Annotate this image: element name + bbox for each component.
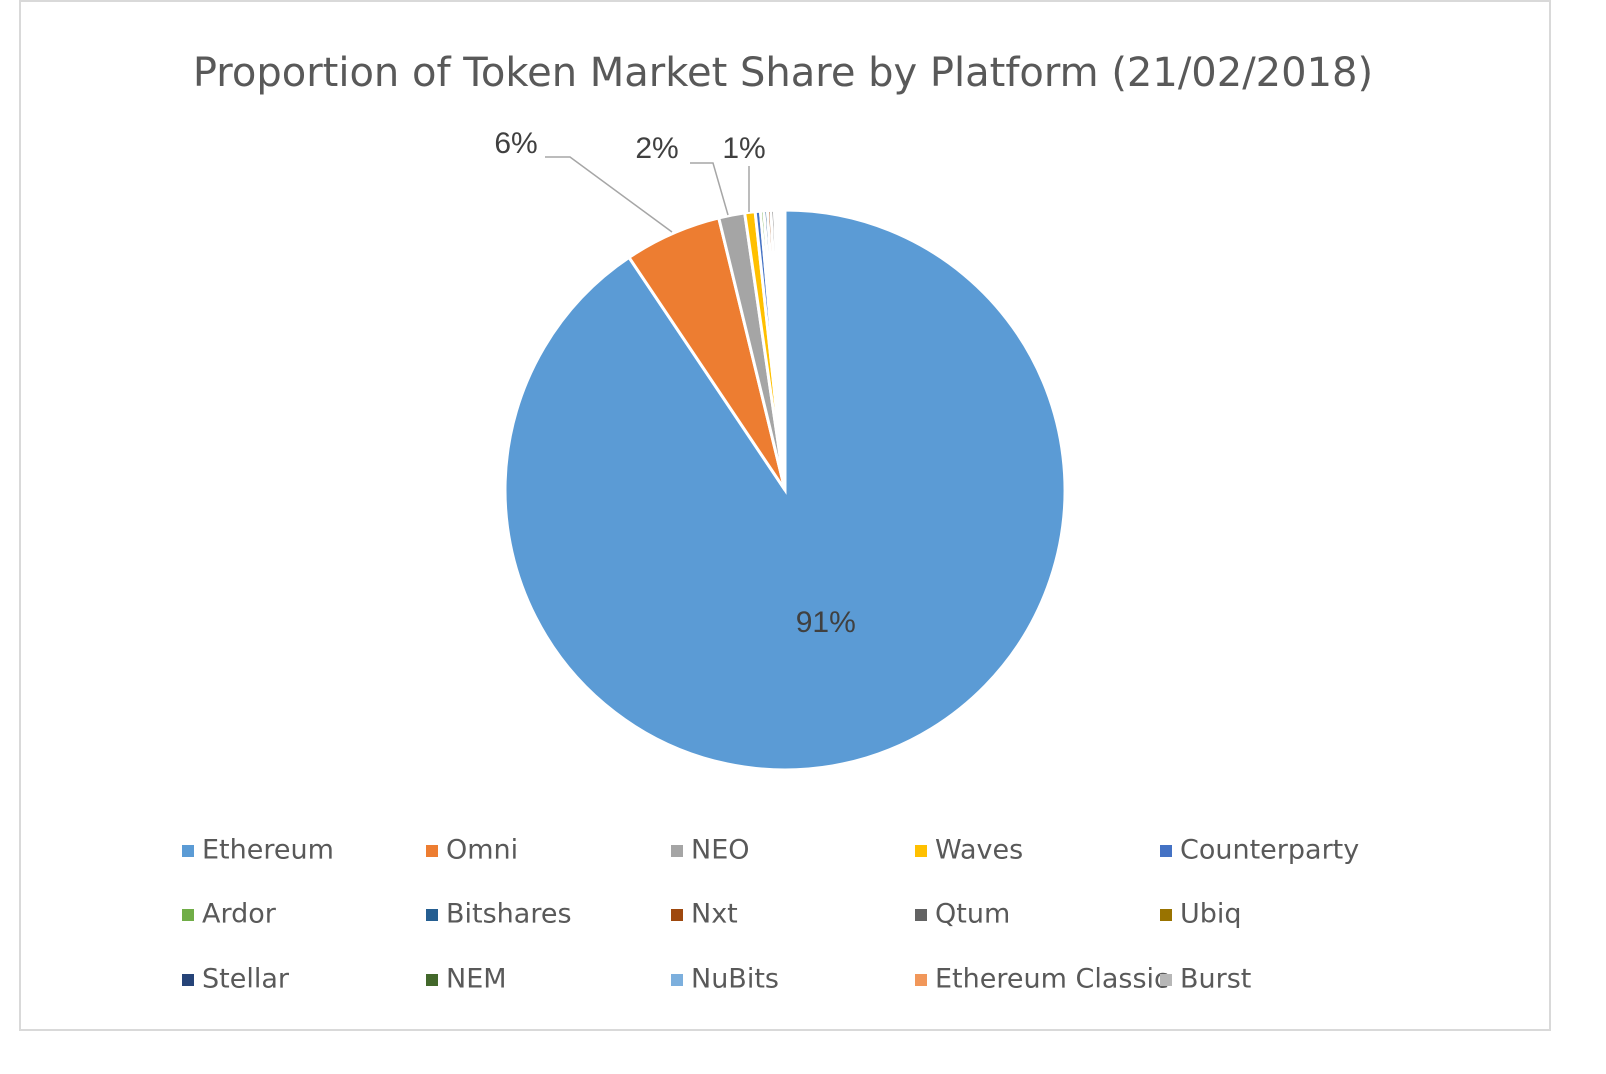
legend-label: NEO (691, 835, 750, 866)
legend-label: NEM (446, 964, 507, 995)
legend-swatch (671, 974, 683, 986)
data-label: 6% (494, 127, 537, 160)
legend-label: Waves (935, 835, 1023, 866)
data-label: 91% (796, 606, 856, 639)
legend-label: Ubiq (1180, 899, 1242, 930)
legend-label: NuBits (691, 964, 779, 995)
legend-label: Nxt (691, 899, 738, 930)
legend-swatch (182, 909, 194, 921)
legend-label: Ethereum Classic (935, 964, 1169, 995)
legend-swatch (671, 845, 683, 857)
chart-title: Proportion of Token Market Share by Plat… (193, 50, 1373, 96)
pie-slice (503, 208, 1067, 772)
legend-swatch (426, 909, 438, 921)
legend-swatch (182, 974, 194, 986)
data-label: 1% (722, 132, 765, 165)
leader-line (690, 162, 729, 216)
pie-slice (782, 208, 787, 491)
legend-label: Stellar (202, 964, 290, 995)
legend-swatch (1160, 974, 1172, 986)
legend-swatch (915, 974, 927, 986)
data-label: 2% (635, 132, 678, 165)
legend-label: Qtum (935, 899, 1010, 930)
legend-swatch (426, 845, 438, 857)
legend-swatch (671, 909, 683, 921)
legend-swatch (915, 909, 927, 921)
legend-label: Counterparty (1180, 835, 1359, 866)
legend-label: Omni (446, 835, 518, 866)
legend-swatch (182, 845, 194, 857)
legend-label: Ardor (202, 899, 277, 930)
legend-swatch (426, 974, 438, 986)
leader-line (545, 156, 673, 233)
legend-swatch (915, 845, 927, 857)
legend-label: Ethereum (202, 835, 334, 866)
legend-swatch (1160, 845, 1172, 857)
legend-swatch (1160, 909, 1172, 921)
legend-label: Bitshares (446, 899, 572, 930)
legend-label: Burst (1180, 964, 1251, 995)
